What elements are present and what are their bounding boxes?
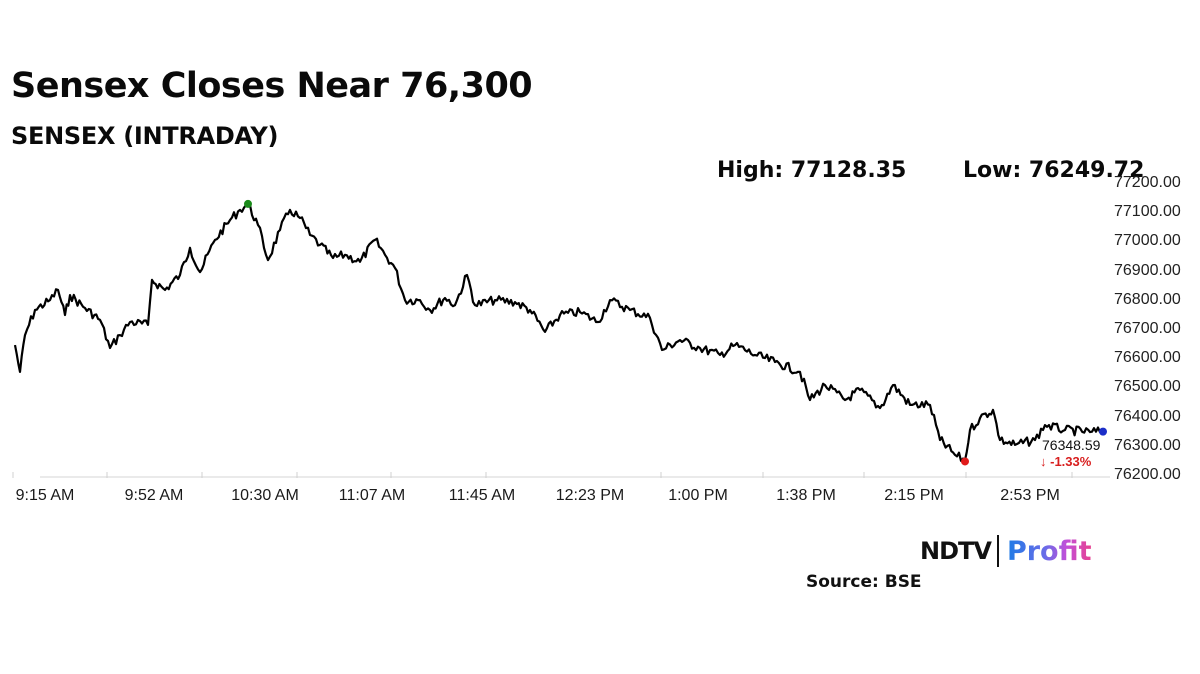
- logo-profit: Profit: [1006, 535, 1092, 567]
- x-tick-label: 10:30 AM: [231, 487, 299, 504]
- price-line: [13, 202, 1103, 462]
- y-tick-label: 76700.00: [1114, 320, 1181, 337]
- high-marker: [244, 199, 252, 208]
- y-tick-label: 76500.00: [1114, 378, 1181, 396]
- y-tick-label: 77100.00: [1114, 203, 1181, 221]
- logo-ndtv: NDTV: [920, 537, 992, 565]
- x-tick-label: 9:15 AM: [15, 487, 75, 504]
- x-tick-label: 2:15 PM: [884, 487, 944, 504]
- x-tick-label: 1:38 PM: [776, 487, 836, 504]
- change-value: -1.33%: [1050, 454, 1092, 469]
- y-tick-label: 76400.00: [1114, 407, 1181, 425]
- x-tick-label: 1:00 PM: [668, 487, 728, 504]
- y-tick-label: 76300.00: [1114, 436, 1181, 454]
- high-label: High: 77128.35: [717, 158, 907, 183]
- x-tick-label: 2:53 PM: [1000, 487, 1060, 504]
- low-label: Low: 76249.72: [963, 158, 1145, 183]
- y-tick-label: 76600.00: [1114, 349, 1181, 367]
- x-tick-marks: [12, 472, 1073, 478]
- low-marker: [961, 457, 969, 466]
- y-tick-label: 77200.00: [1114, 174, 1181, 191]
- y-tick-label: 76800.00: [1114, 290, 1181, 308]
- down-arrow-icon: ↓: [1040, 454, 1047, 469]
- x-tick-label: 9:52 AM: [124, 487, 184, 504]
- chart-subtitle: SENSEX (INTRADAY): [11, 122, 279, 150]
- x-tick-label: 11:07 AM: [338, 487, 406, 504]
- y-tick-label: 76900.00: [1114, 261, 1181, 279]
- source-note: Source: BSE: [806, 572, 922, 592]
- y-tick-label: 77000.00: [1114, 232, 1181, 250]
- y-tick-label: 76200.00: [1114, 466, 1181, 483]
- x-tick-label: 12:23 PM: [555, 487, 625, 504]
- last-value: 76348.59: [1042, 437, 1101, 453]
- logo-divider: [996, 535, 999, 567]
- x-tick-label: 11:45 AM: [448, 487, 516, 504]
- last-marker: [1099, 427, 1107, 436]
- ndtv-profit-logo: NDTV Profit: [920, 534, 1092, 568]
- change-percent: ↓ -1.33%: [1040, 454, 1091, 469]
- chart-title: Sensex Closes Near 76,300: [11, 66, 533, 106]
